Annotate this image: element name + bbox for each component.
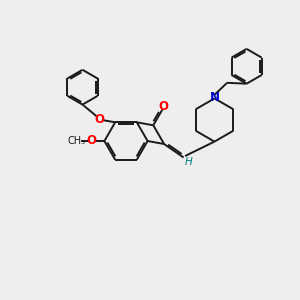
Text: O: O: [87, 134, 97, 148]
Text: H: H: [184, 157, 192, 167]
Text: N: N: [209, 91, 220, 104]
Text: CH₃: CH₃: [67, 136, 85, 146]
Text: O: O: [94, 113, 105, 126]
Text: O: O: [158, 100, 168, 112]
